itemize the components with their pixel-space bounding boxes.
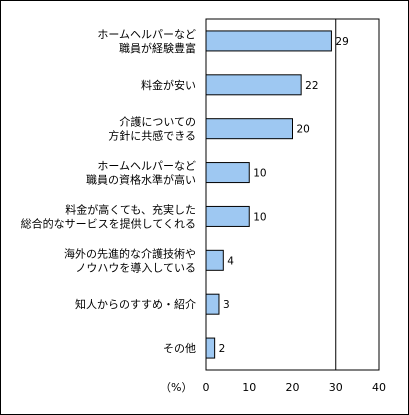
- data-label: 20: [297, 124, 310, 136]
- category-label: 知人からのすすめ・紹介: [75, 297, 196, 311]
- category-label: その他: [163, 342, 196, 355]
- data-label: 29: [335, 36, 348, 48]
- bar: [205, 30, 332, 52]
- data-label: 2: [219, 343, 226, 355]
- category-label: 料金が安い: [141, 78, 196, 92]
- data-label: 10: [253, 168, 266, 180]
- category-label: 介護についての: [119, 115, 196, 129]
- category-label: ノウハウを導入している: [75, 260, 196, 274]
- data-label: 4: [227, 255, 234, 267]
- x-tick-label: 0: [203, 381, 210, 394]
- data-label: 3: [223, 299, 230, 311]
- bar: [205, 74, 302, 96]
- bar: [205, 293, 220, 315]
- bar: [205, 205, 250, 227]
- category-label: ホームヘルパーなど: [97, 28, 196, 41]
- x-axis-ticks: 0 10 20 30 40: [203, 381, 387, 394]
- category-labels: ホームヘルパーなど職員が経験豊富料金が安い介護についての方針に共感できるホームヘ…: [21, 28, 196, 355]
- bars: [205, 30, 332, 359]
- category-label: 職員が経験豊富: [119, 41, 196, 55]
- bar: [205, 337, 216, 359]
- x-axis-unit: （%）: [160, 381, 192, 394]
- category-label: 総合的なサービスを提供してくれる: [21, 216, 196, 230]
- bar: [205, 162, 250, 184]
- bar: [205, 118, 293, 140]
- x-tick-label: 10: [242, 381, 256, 394]
- x-tick-label: 20: [286, 381, 300, 394]
- category-label: ホームヘルパーなど: [97, 160, 196, 173]
- category-label: 海外の先進的な介護技術や: [64, 246, 196, 260]
- bar: [205, 249, 224, 271]
- plot-area: [205, 18, 380, 371]
- category-label: 職員の資格水準が高い: [86, 173, 196, 187]
- data-label: 22: [305, 80, 318, 92]
- data-label: 10: [253, 211, 266, 223]
- x-tick-label: 40: [372, 381, 386, 394]
- data-labels: 29 22 20 10 10 4 3 2: [219, 36, 349, 355]
- category-label: 方針に共感できる: [108, 129, 196, 143]
- category-label: 料金が高くても、充実した: [65, 202, 196, 216]
- x-tick-label: 30: [329, 381, 343, 394]
